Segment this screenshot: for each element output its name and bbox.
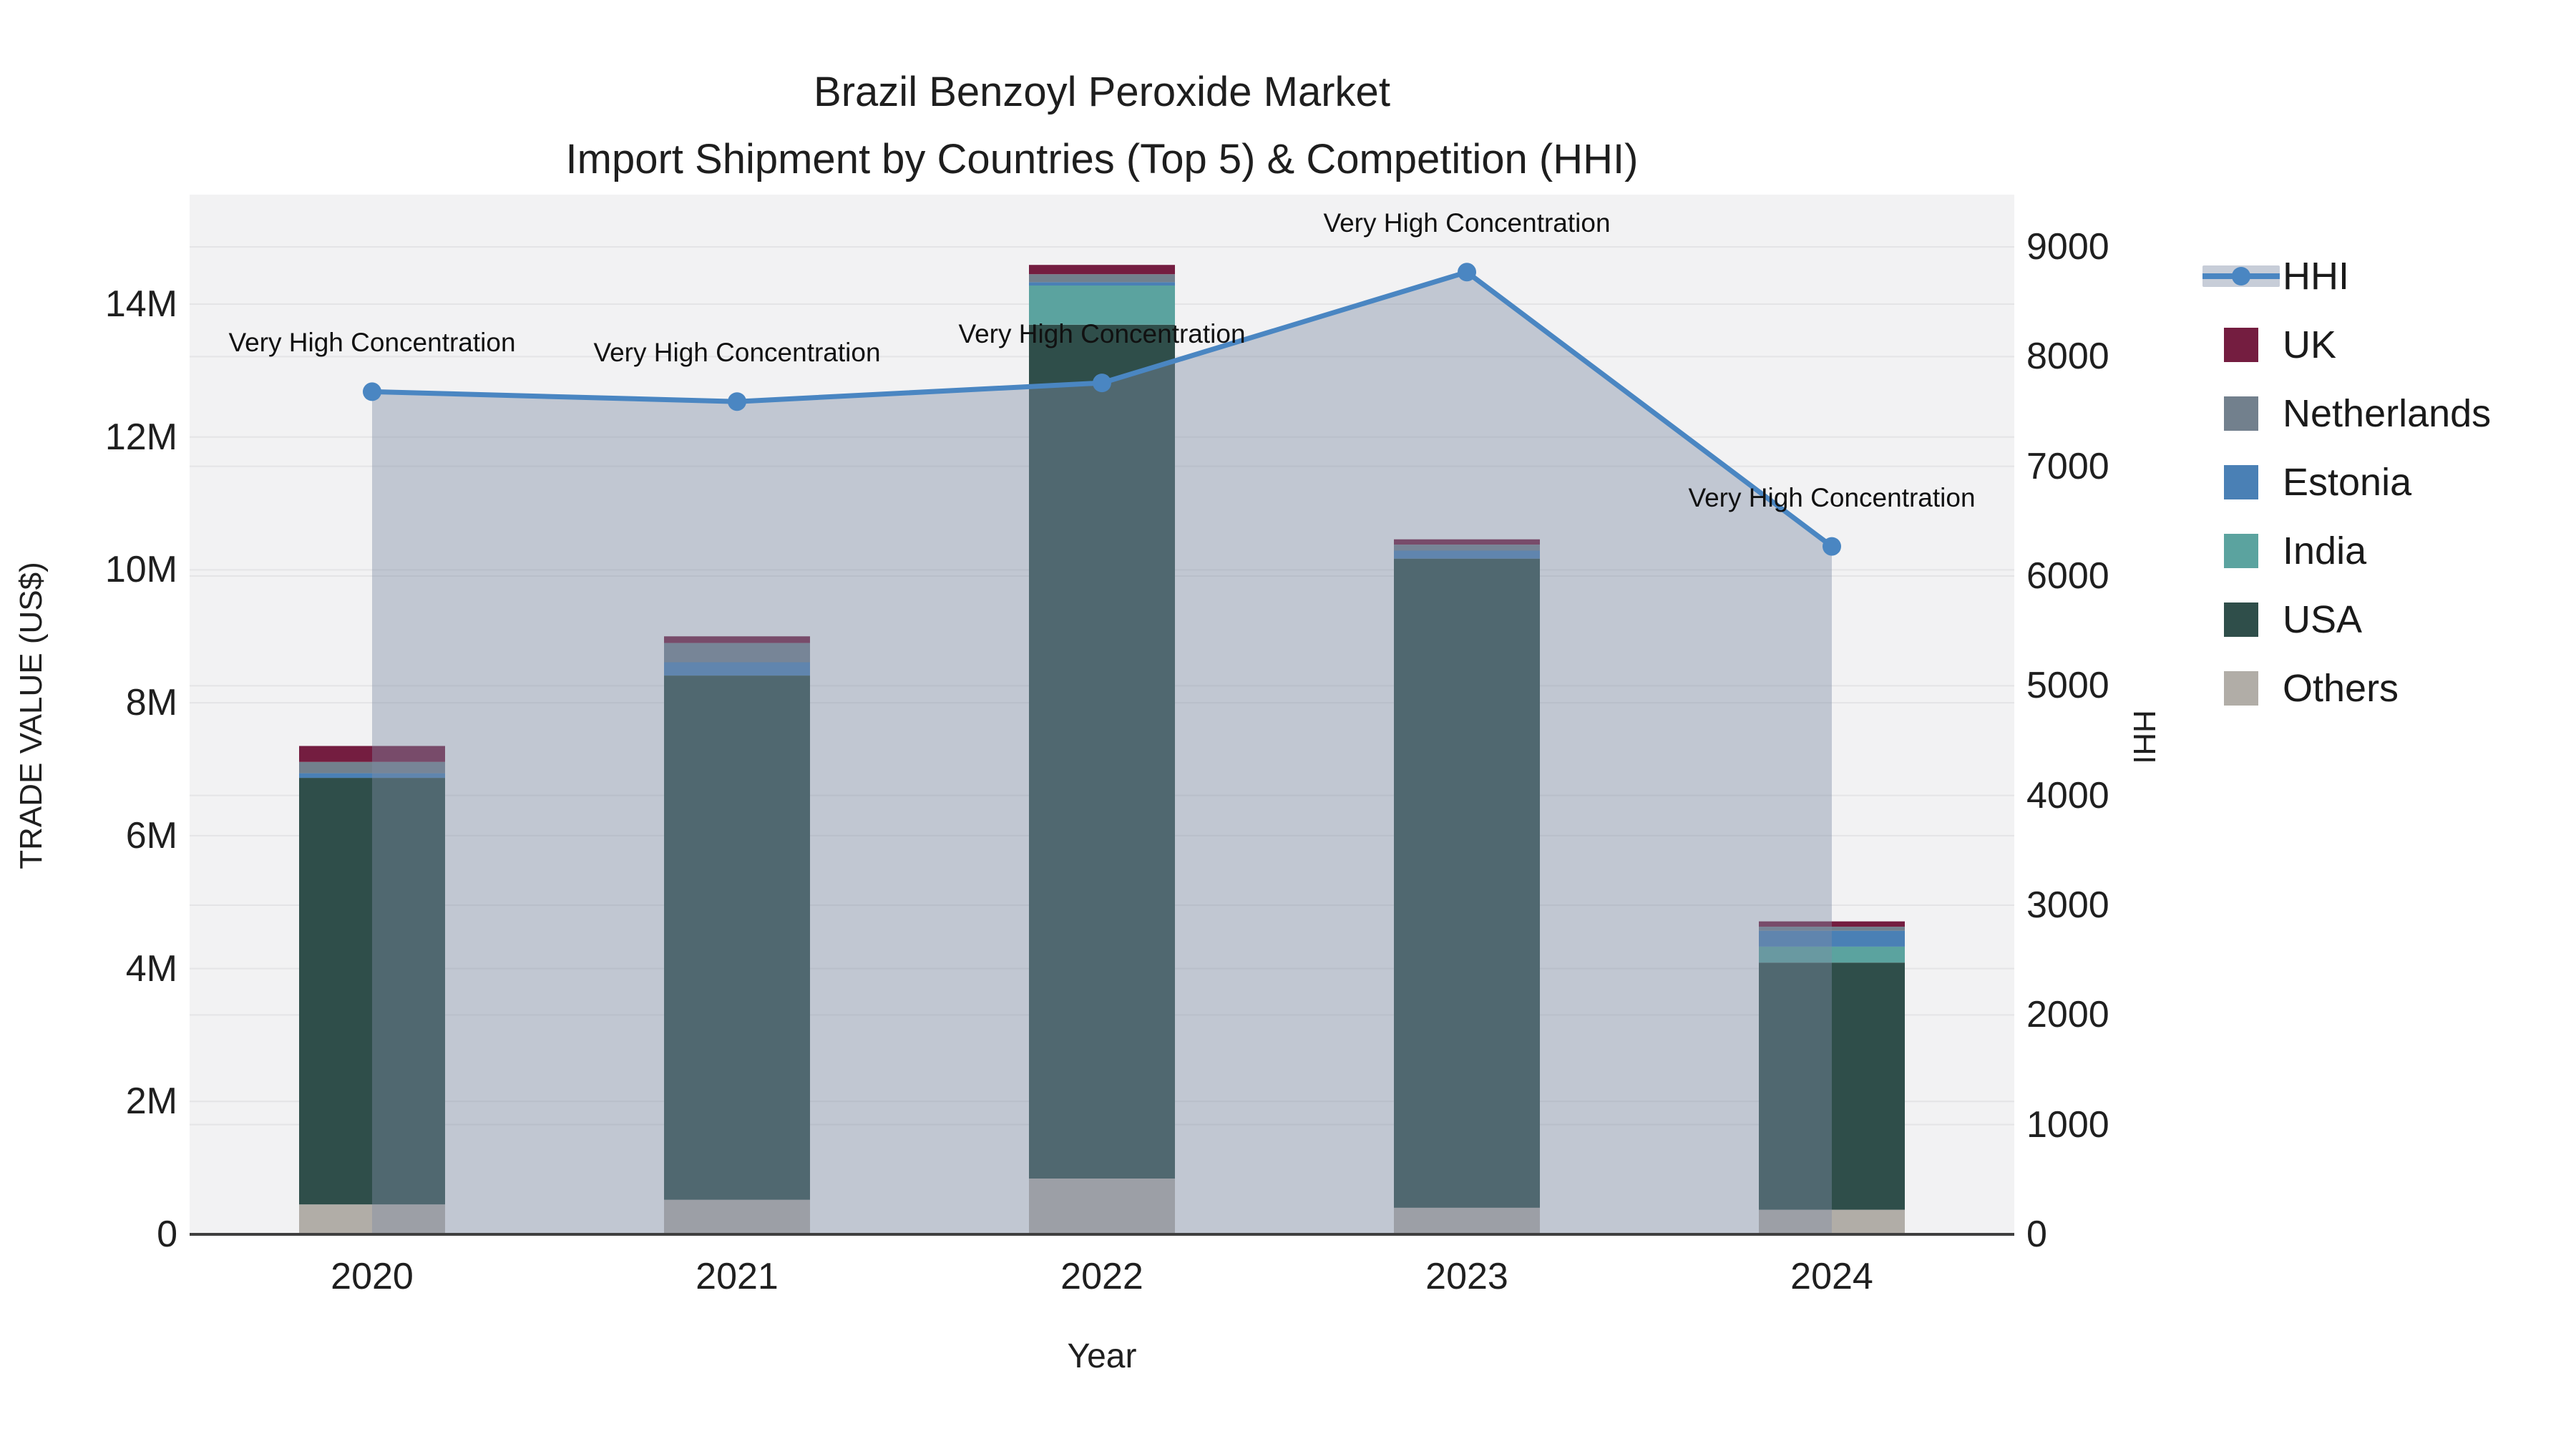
bar-segment-2023-estonia[interactable]	[1394, 550, 1540, 559]
y-left-tick-0: 0	[157, 1214, 177, 1255]
legend-item-others[interactable]: Others	[2202, 654, 2491, 723]
bar-segment-2021-others[interactable]	[664, 1199, 810, 1234]
y-right-tick-5000: 5000	[2026, 665, 2109, 707]
bar-segment-2024-netherlands[interactable]	[1759, 927, 1905, 931]
legend-label: UK	[2283, 323, 2337, 366]
annotation-2020: Very High Concentration	[228, 328, 516, 358]
y-left-tick-4M: 4M	[125, 947, 177, 990]
bar-segment-2020-netherlands[interactable]	[299, 761, 445, 774]
legend-item-netherlands[interactable]: Netherlands	[2202, 379, 2491, 448]
y-left-tick-2M: 2M	[125, 1080, 177, 1123]
x-tick-2020: 2020	[331, 1256, 414, 1297]
hhi-marker-2020[interactable]	[363, 382, 381, 401]
legend-label: USA	[2283, 598, 2363, 641]
legend-label: India	[2283, 530, 2367, 572]
y-right-tick-3000: 3000	[2026, 884, 2109, 926]
legend-swatch-icon	[2224, 465, 2258, 499]
y-right-tick-4000: 4000	[2026, 774, 2109, 816]
bar-segment-2020-usa[interactable]	[299, 778, 445, 1205]
legend-line-sample-icon	[2202, 265, 2280, 287]
hhi-marker-2024[interactable]	[1823, 537, 1841, 556]
bar-segment-2022-india[interactable]	[1029, 286, 1175, 325]
legend-label: Netherlands	[2283, 392, 2492, 435]
bar-segment-2021-uk[interactable]	[664, 636, 810, 643]
bar-segment-2023-uk[interactable]	[1394, 539, 1540, 545]
legend-item-estonia[interactable]: Estonia	[2202, 448, 2491, 517]
legend-swatch-icon	[2224, 328, 2258, 362]
y-left-tick-10M: 10M	[104, 549, 177, 591]
y-right-tick-8000: 8000	[2026, 336, 2109, 378]
bar-segment-2022-estonia[interactable]	[1029, 282, 1175, 286]
legend-swatch-icon	[2224, 602, 2258, 637]
bar-segment-2020-estonia[interactable]	[299, 773, 445, 779]
bar-segment-2024-estonia[interactable]	[1759, 930, 1905, 947]
bar-segment-2023-others[interactable]	[1394, 1207, 1540, 1234]
legend-swatch-icon	[2224, 534, 2258, 568]
bar-segment-2022-netherlands[interactable]	[1029, 274, 1175, 283]
y-right-tick-7000: 7000	[2026, 445, 2109, 487]
chart-title-line2: Import Shipment by Countries (Top 5) & C…	[565, 135, 1639, 182]
y-right-tick-0: 0	[2026, 1214, 2047, 1255]
bar-segment-2024-india[interactable]	[1759, 946, 1905, 963]
legend-label: Estonia	[2283, 461, 2412, 504]
legend-item-india[interactable]: India	[2202, 517, 2491, 585]
bar-segment-2023-netherlands[interactable]	[1394, 545, 1540, 551]
annotation-2022: Very High Concentration	[958, 319, 1246, 349]
bar-segment-2021-usa[interactable]	[664, 675, 810, 1200]
bar-segment-2022-uk[interactable]	[1029, 265, 1175, 275]
hhi-marker-2022[interactable]	[1093, 374, 1111, 393]
legend-swatch-icon	[2224, 671, 2258, 706]
bar-segment-2021-netherlands[interactable]	[664, 643, 810, 663]
legend: HHI UK Netherlands Estonia India USA Others	[2202, 242, 2491, 723]
y-left-tick-8M: 8M	[125, 682, 177, 724]
x-tick-2023: 2023	[1425, 1256, 1508, 1297]
bar-segment-2021-estonia[interactable]	[664, 662, 810, 676]
bar-segment-2022-others[interactable]	[1029, 1179, 1175, 1234]
bar-segment-2024-others[interactable]	[1759, 1209, 1905, 1234]
bar-segment-2023-usa[interactable]	[1394, 558, 1540, 1208]
hhi-marker-2023[interactable]	[1458, 263, 1476, 282]
y-right-tick-9000: 9000	[2026, 226, 2109, 268]
y-left-tick-12M: 12M	[104, 416, 177, 458]
bar-segment-2024-usa[interactable]	[1759, 962, 1905, 1210]
legend-item-uk[interactable]: UK	[2202, 311, 2491, 379]
legend-label: HHI	[2283, 255, 2349, 298]
bar-segment-2024-uk[interactable]	[1759, 921, 1905, 927]
y-left-tick-6M: 6M	[125, 814, 177, 857]
annotation-2024: Very High Concentration	[1688, 482, 1976, 512]
hhi-area-fill	[372, 272, 1832, 1235]
x-tick-2024: 2024	[1790, 1256, 1873, 1297]
legend-swatch-icon	[2224, 396, 2258, 431]
chart-title-line1: Brazil Benzoyl Peroxide Market	[814, 69, 1390, 115]
y-right-tick-6000: 6000	[2026, 555, 2109, 597]
annotation-2021: Very High Concentration	[593, 338, 881, 368]
bar-segment-2022-usa[interactable]	[1029, 324, 1175, 1179]
bar-segment-2020-uk[interactable]	[299, 746, 445, 762]
legend-item-hhi[interactable]: HHI	[2202, 242, 2491, 311]
x-tick-2021: 2021	[696, 1256, 779, 1297]
x-tick-2022: 2022	[1060, 1256, 1143, 1297]
y-axis-right-title: HHI	[2127, 710, 2162, 764]
y-left-tick-14M: 14M	[104, 283, 177, 325]
annotation-2023: Very High Concentration	[1323, 208, 1611, 238]
y-right-tick-2000: 2000	[2026, 994, 2109, 1036]
bar-segment-2020-others[interactable]	[299, 1204, 445, 1234]
legend-label: Others	[2283, 667, 2399, 710]
x-axis-title: Year	[1067, 1337, 1137, 1375]
chart-title: Brazil Benzoyl Peroxide Market Import Sh…	[190, 59, 2014, 193]
hhi-marker-2021[interactable]	[728, 392, 746, 411]
y-right-tick-1000: 1000	[2026, 1103, 2109, 1146]
legend-item-usa[interactable]: USA	[2202, 585, 2491, 654]
